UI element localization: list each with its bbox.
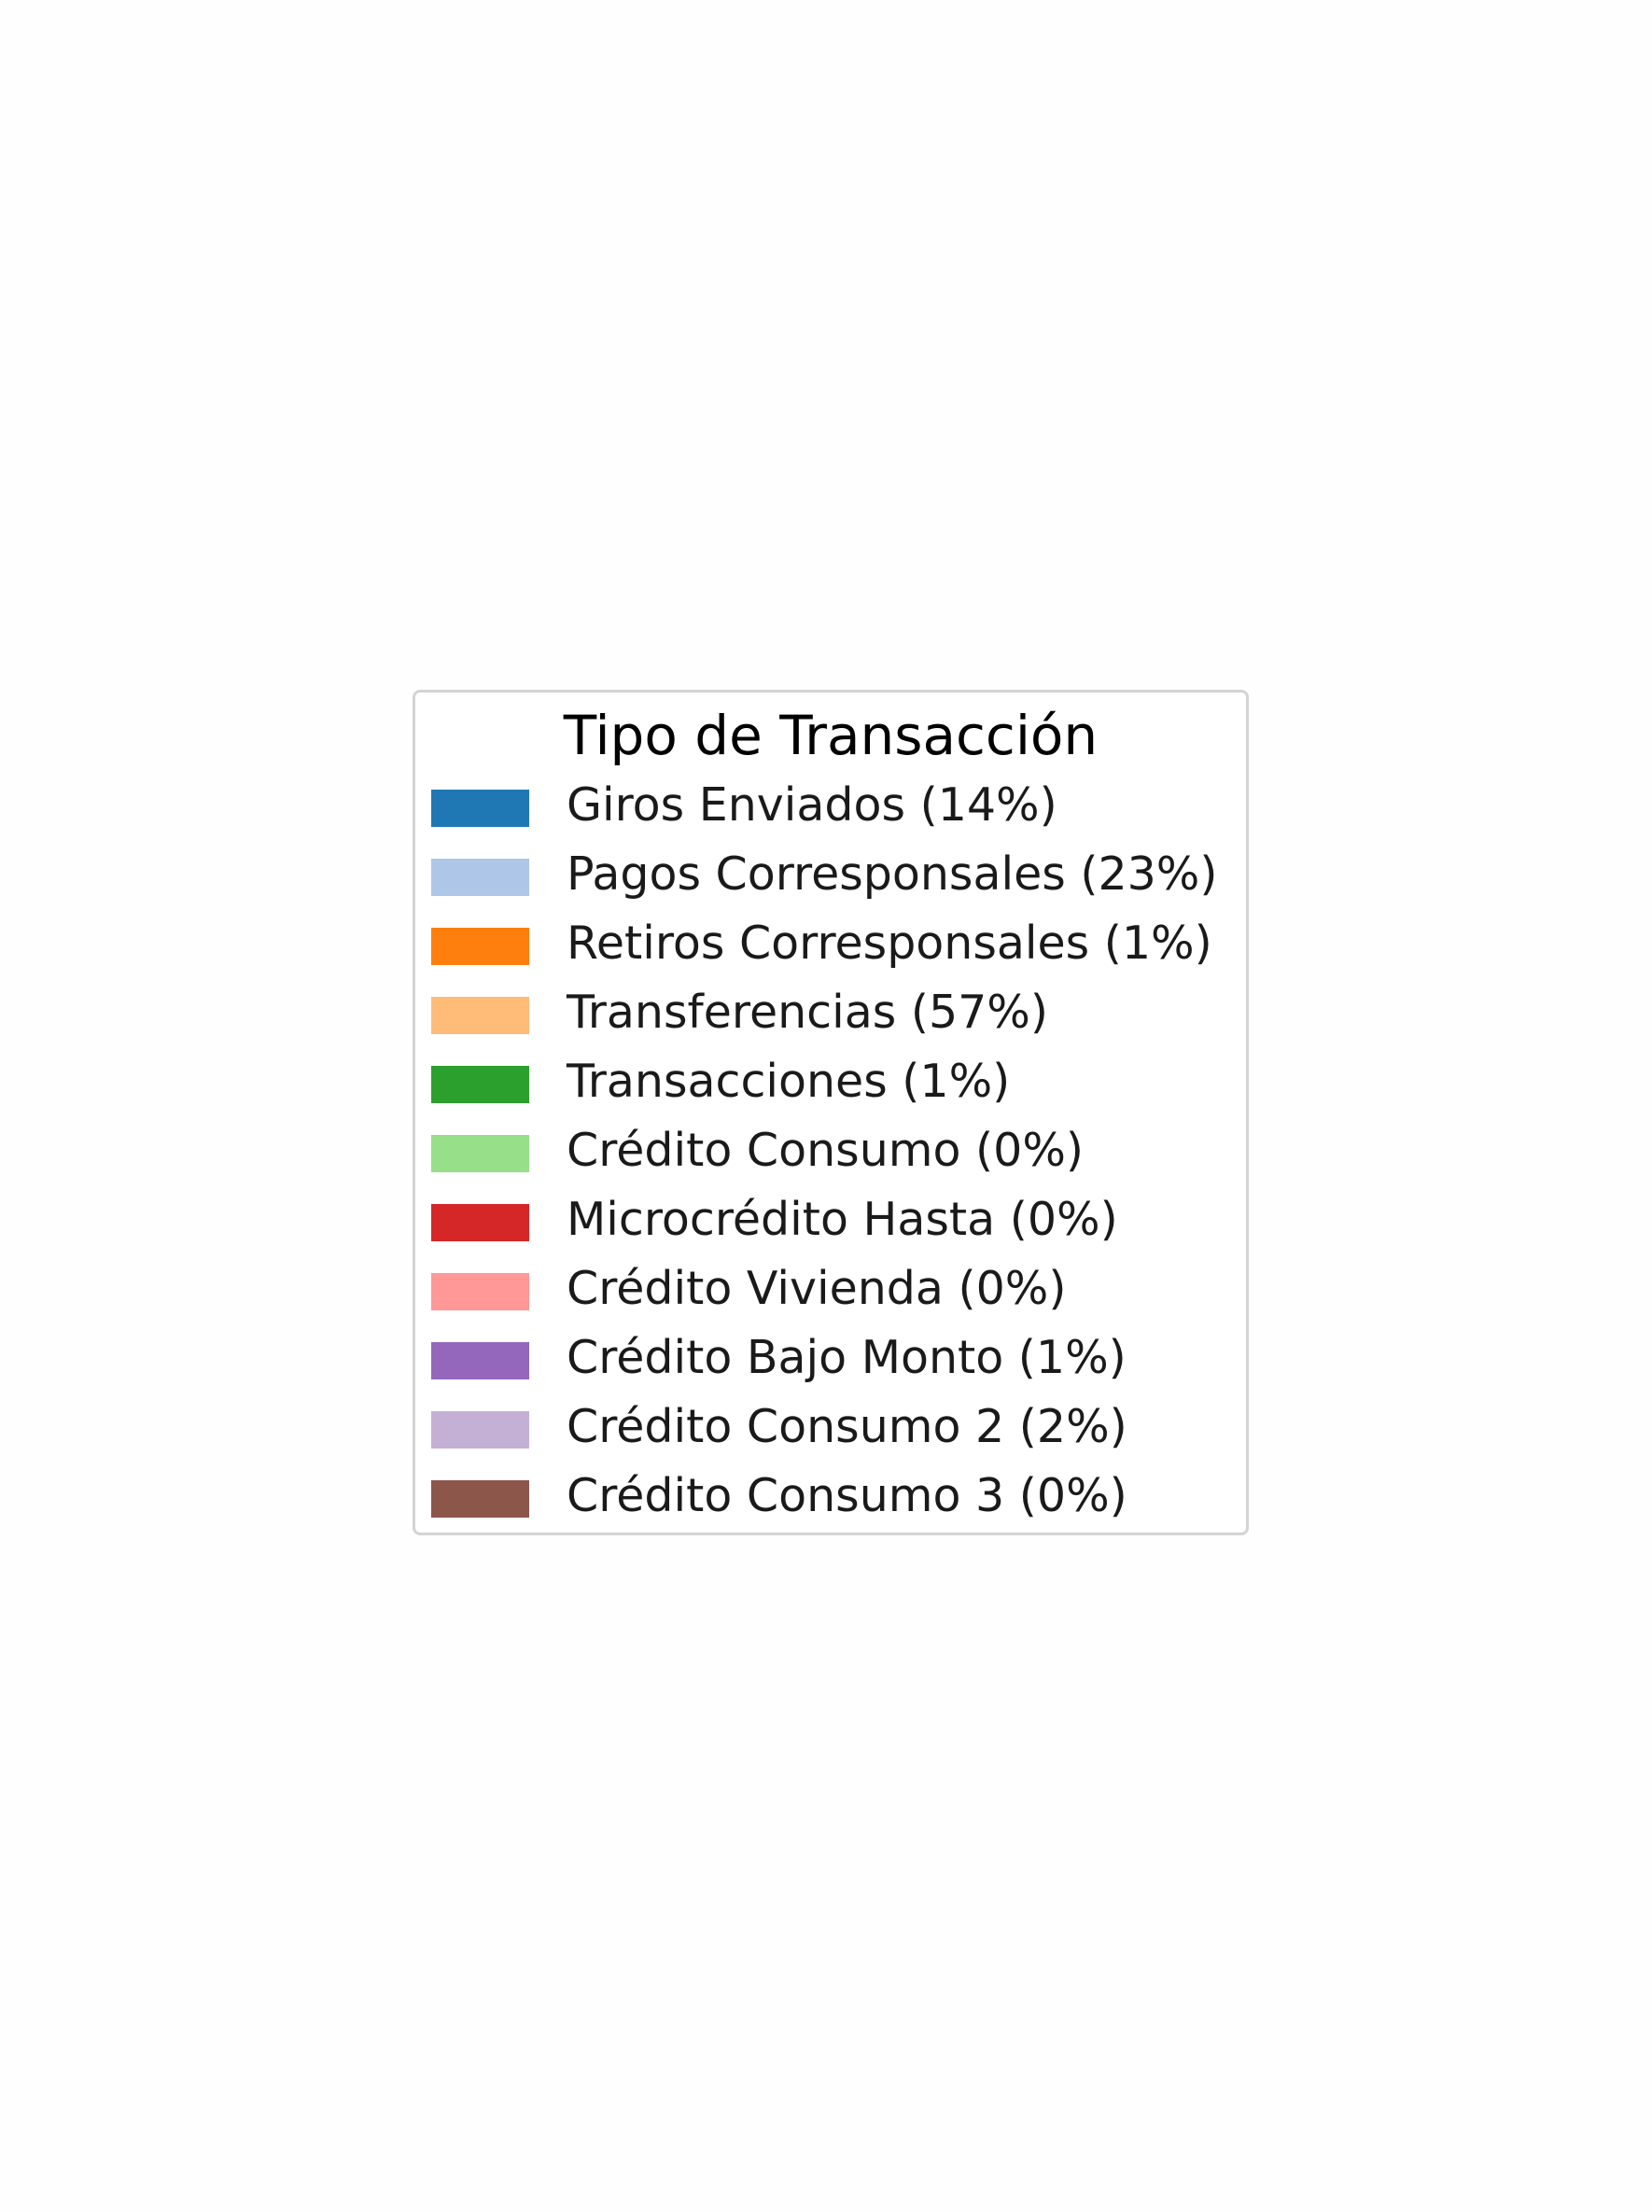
legend-entry: Crédito Consumo 3 (0%) bbox=[431, 1469, 1234, 1547]
legend-swatch bbox=[431, 1480, 529, 1518]
legend-label: Microcrédito Hasta (0%) bbox=[567, 1193, 1118, 1246]
legend-label: Crédito Vivienda (0%) bbox=[567, 1262, 1067, 1315]
legend-entry: Microcrédito Hasta (0%) bbox=[431, 1193, 1234, 1271]
legend-entry: Crédito Vivienda (0%) bbox=[431, 1262, 1234, 1340]
legend-label: Crédito Consumo 3 (0%) bbox=[567, 1469, 1127, 1522]
legend-swatch bbox=[431, 790, 529, 827]
legend-label: Crédito Bajo Monto (1%) bbox=[567, 1331, 1127, 1384]
legend-title: Tipo de Transacción bbox=[563, 704, 1099, 767]
legend-label: Retiros Corresponsales (1%) bbox=[567, 917, 1212, 970]
legend-swatch bbox=[431, 928, 529, 965]
legend-entry: Pagos Corresponsales (23%) bbox=[431, 847, 1234, 926]
legend-label: Pagos Corresponsales (23%) bbox=[567, 847, 1218, 901]
legend-swatch bbox=[431, 1411, 529, 1449]
legend-entry: Giros Enviados (14%) bbox=[431, 778, 1234, 857]
legend-swatch bbox=[431, 1066, 529, 1103]
legend-label: Transacciones (1%) bbox=[567, 1055, 1011, 1108]
legend-entry: Retiros Corresponsales (1%) bbox=[431, 917, 1234, 995]
legend-swatch bbox=[431, 1135, 529, 1172]
legend-entry: Crédito Consumo 2 (2%) bbox=[431, 1400, 1234, 1478]
legend-swatch bbox=[431, 1204, 529, 1241]
legend-swatch bbox=[431, 1273, 529, 1310]
legend-label: Crédito Consumo 2 (2%) bbox=[567, 1400, 1127, 1453]
legend-swatch bbox=[431, 859, 529, 896]
legend-entry: Crédito Bajo Monto (1%) bbox=[431, 1331, 1234, 1409]
legend-label: Transferencias (57%) bbox=[567, 986, 1048, 1039]
legend-label: Giros Enviados (14%) bbox=[567, 778, 1057, 832]
legend-entry: Crédito Consumo (0%) bbox=[431, 1124, 1234, 1202]
legend-entry: Transferencias (57%) bbox=[431, 986, 1234, 1064]
legend-label: Crédito Consumo (0%) bbox=[567, 1124, 1085, 1177]
legend-swatch bbox=[431, 1342, 529, 1379]
legend-entry: Transacciones (1%) bbox=[431, 1055, 1234, 1133]
chart-legend: Tipo de Transacción Giros Enviados (14%)… bbox=[413, 690, 1249, 1535]
legend-swatch bbox=[431, 997, 529, 1034]
